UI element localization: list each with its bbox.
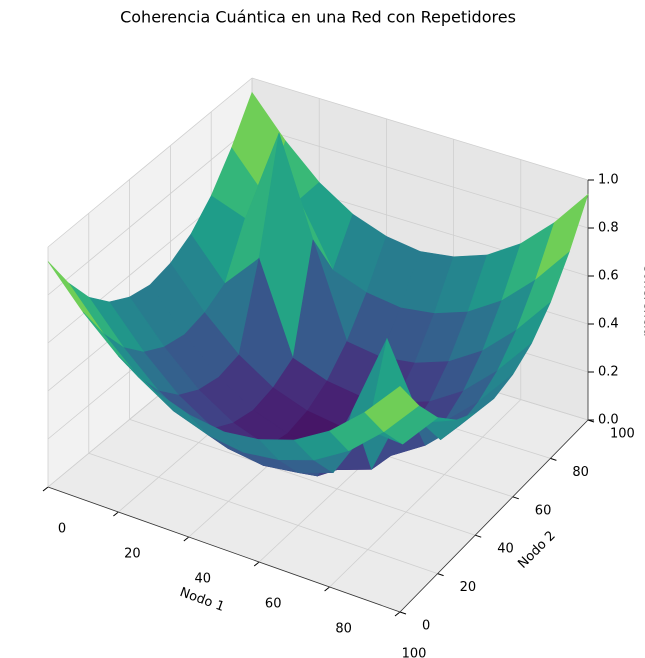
z-tick-label: 0.0 [598,413,619,428]
z-grid-line [251,125,589,229]
x-tick-label: 20 [124,547,141,562]
y-tick-label: 0 [422,619,430,634]
y-tick-label: 100 [610,427,635,442]
z-grid-line [251,77,589,181]
x-tick [42,486,49,492]
x-tick [113,511,119,517]
y-axis-label: Nodo 2 [515,528,558,571]
y-tick [512,496,519,500]
x-tick-label: 80 [335,622,352,637]
z-tick-label: 0.4 [598,317,619,332]
y-tick [550,457,557,461]
x-tick-label: 60 [265,597,282,612]
y-tick [475,534,482,538]
surface-cell [364,386,420,433]
x-tick [183,536,190,542]
x-tick [324,586,330,592]
x-tick [394,611,401,617]
y-tick-label: 20 [460,580,477,595]
y-tick-label: 40 [497,542,514,557]
x-tick-label: 40 [195,572,212,587]
left-pane [48,78,252,487]
z-tick-label: 0.6 [598,269,619,284]
y-tick-label: 60 [535,503,552,518]
z-tick-label: 0.2 [598,365,619,380]
z-grid-line [47,125,253,296]
surface [47,91,589,477]
y-tick-label: 80 [572,465,589,480]
y-grid-line [88,452,438,574]
y-tick [437,573,444,577]
z-tick-label: 1.0 [598,173,619,188]
x-grid-line [329,399,522,588]
x-tick [253,561,260,567]
chart-title: Coherencia Cuántica en una Red con Repet… [120,8,516,27]
axis-line [399,419,589,613]
x-tick-label: 0 [58,522,66,537]
z-axis-label: Coherencia [641,263,645,336]
z-tick-label: 0.8 [598,221,619,236]
z-grid-line [47,77,253,248]
y-tick [399,611,407,615]
x-tick-label: 100 [402,647,427,658]
axis-line [47,486,401,613]
x-axis-label: Nodo 1 [178,585,227,615]
y-grid-line [129,419,476,536]
